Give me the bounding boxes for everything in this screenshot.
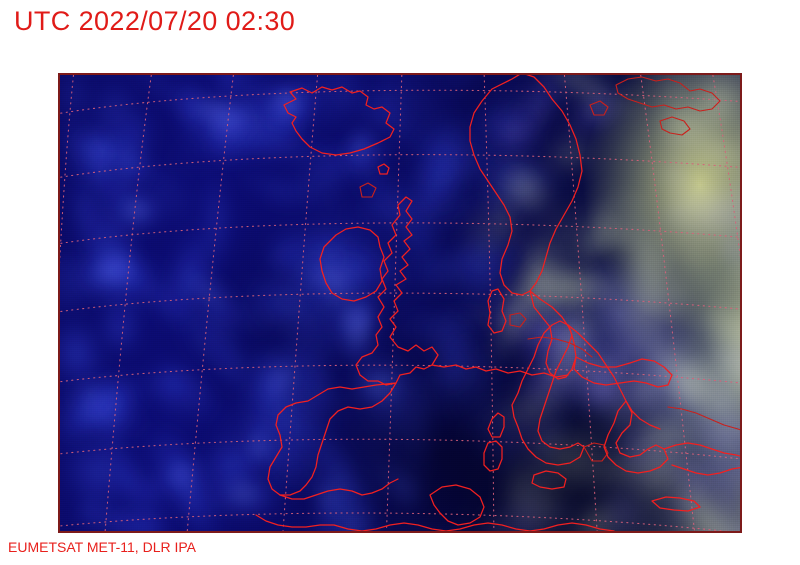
- page-title-timestamp: UTC 2022/07/20 02:30: [14, 6, 296, 36]
- vector-overlay-layer: [60, 75, 740, 531]
- coastlines-group: [255, 75, 740, 531]
- graticule-group: [60, 75, 740, 531]
- coastline-and-graticule-svg: [60, 75, 740, 531]
- satellite-map-canvas[interactable]: [60, 75, 740, 531]
- footer-credit: EUMETSAT MET-11, DLR IPA: [8, 539, 197, 555]
- satellite-map-frame[interactable]: [58, 73, 742, 533]
